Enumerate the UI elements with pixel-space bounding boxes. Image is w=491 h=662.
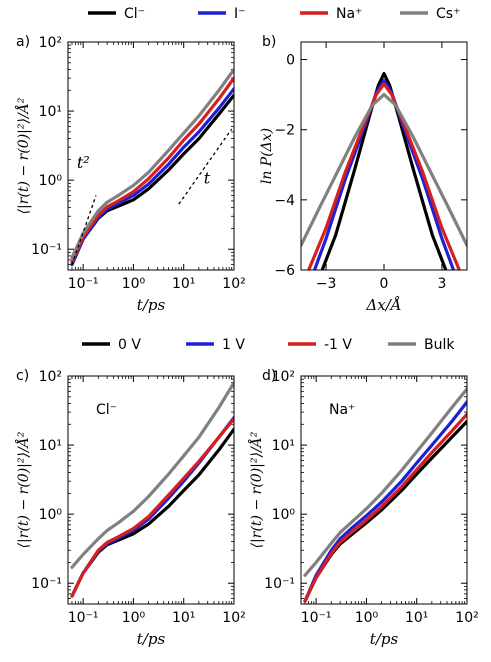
y-tick-label: 10⁰: [39, 173, 63, 189]
legend-label-3: Bulk: [424, 337, 455, 353]
y-axis-label: ⟨|r(t) − r(0)|²⟩/Å²: [247, 431, 265, 548]
series-line-2: [307, 82, 461, 270]
panel-label: b): [262, 34, 276, 50]
x-tick-label: 10⁰: [122, 610, 146, 626]
series-line-0: [320, 72, 448, 270]
legend-label-1: I⁻: [234, 6, 246, 22]
series-group: [303, 387, 467, 603]
y-tick-label: 10⁻¹: [31, 242, 62, 258]
x-tick-label: 3: [437, 276, 446, 292]
series-line-3: [70, 381, 234, 569]
x-axis-label: t/ps: [137, 630, 166, 648]
x-tick-label: 10⁰: [355, 610, 379, 626]
y-tick-label: 0: [286, 53, 295, 69]
y-axis-label: ⟨|r(t) − r(0)|²⟩/Å²: [14, 431, 32, 548]
x-tick-label: 10⁻¹: [301, 610, 332, 626]
y-tick-label: 10²: [39, 35, 62, 51]
series-line-1: [70, 416, 234, 598]
annotation-t2: t²: [77, 153, 90, 172]
guide-line-0: [71, 195, 97, 265]
y-tick-label: −2: [274, 123, 295, 139]
guide-line-1: [178, 128, 233, 205]
y-axis-label: ⟨|r(t) − r(0)|²⟩/Å²: [14, 97, 32, 214]
legend-middle: 0 V 1 V -1 V Bulk: [82, 337, 455, 353]
x-tick-label: 10¹: [172, 276, 195, 292]
legend-top: Cl⁻ I⁻ Na⁺ Cs⁺: [88, 6, 460, 22]
series-group: [301, 72, 467, 270]
ticks: 10⁻¹ 10⁰ 10¹ 10² 10⁻¹ 10⁰ 10¹ 10²: [31, 369, 246, 626]
annotation-t: t: [204, 168, 211, 187]
panel-d: d) 10⁻¹ 10⁰ 10¹ 10² 10⁻¹ 10⁰ 10¹ 10² Na⁺ t/ps ⟨|r(t…: [247, 368, 479, 648]
x-axis-label: t/ps: [370, 630, 399, 648]
series-line-2: [303, 412, 467, 603]
axes-frame: [300, 41, 468, 271]
x-tick-label: 10¹: [405, 610, 428, 626]
legend-label-2: -1 V: [324, 337, 352, 353]
y-tick-label: 10⁰: [272, 507, 296, 523]
legend-label-1: 1 V: [222, 337, 245, 353]
x-tick-label: 10⁻¹: [68, 276, 99, 292]
panel-c: c) 10⁻¹ 10⁰ 10¹ 10² 10⁻¹ 10⁰ 10¹ 10² Cl⁻ t/ps ⟨|r(t…: [14, 368, 246, 648]
panel-a: a) 10⁻¹ 10⁰ 10¹ 10² 10⁻¹ 10⁰ 10¹ 10² t² t t/ps ⟨|r(t…: [14, 34, 246, 314]
axes-frame: [300, 375, 468, 605]
y-tick-label: −6: [274, 263, 295, 279]
y-tick-label: 10¹: [39, 104, 62, 120]
axes-frame: [67, 375, 235, 605]
y-tick-label: 10²: [272, 369, 295, 385]
y-tick-label: 10¹: [272, 438, 295, 454]
series-line-3: [303, 387, 467, 577]
legend-label-0: 0 V: [118, 337, 141, 353]
x-tick-label: 10²: [455, 610, 478, 626]
panel-ion-label: Cl⁻: [96, 402, 117, 418]
series-line-3: [301, 93, 467, 247]
x-tick-label: −3: [316, 276, 337, 292]
y-tick-label: −4: [274, 193, 295, 209]
ticks: −3 0 3 −6 −4 −2 0: [274, 42, 467, 292]
x-tick-label: 10⁻¹: [68, 610, 99, 626]
legend-label-3: Cs⁺: [436, 6, 460, 22]
panel-b: b) −3 0 3 −6 −4 −2 0 Δx/Å ln P(Δx): [259, 34, 468, 314]
y-tick-label: 10¹: [39, 438, 62, 454]
series-line-2: [70, 417, 234, 598]
x-tick-label: 10⁰: [122, 276, 146, 292]
y-tick-label: 10⁻¹: [31, 576, 62, 592]
panel-ion-label: Na⁺: [329, 402, 355, 418]
series-line-3: [70, 67, 234, 260]
series-group: [70, 381, 234, 598]
y-tick-label: 10⁻¹: [264, 576, 295, 592]
legend-label-2: Na⁺: [336, 6, 362, 22]
y-axis-label: ln P(Δx): [259, 128, 275, 184]
series-group: [70, 67, 234, 267]
y-tick-label: 10⁰: [39, 507, 63, 523]
series-line-0: [303, 419, 467, 603]
panel-label: d): [262, 368, 276, 384]
x-axis-label: t/ps: [137, 296, 166, 314]
legend-label-0: Cl⁻: [124, 6, 145, 22]
ticks: 10⁻¹ 10⁰ 10¹ 10² 10⁻¹ 10⁰ 10¹ 10²: [31, 35, 246, 292]
series-line-2: [70, 76, 234, 264]
panel-label: c): [16, 368, 29, 384]
x-tick-label: 10¹: [172, 610, 195, 626]
x-tick-label: 10²: [222, 610, 245, 626]
y-tick-label: 10²: [39, 369, 62, 385]
ticks: 10⁻¹ 10⁰ 10¹ 10² 10⁻¹ 10⁰ 10¹ 10²: [264, 369, 479, 626]
x-tick-label: 0: [380, 276, 389, 292]
x-axis-label: Δx/Å: [365, 296, 401, 314]
series-line-1: [312, 79, 456, 270]
x-tick-label: 10²: [222, 276, 245, 292]
axes-frame: [67, 41, 235, 271]
panel-label: a): [16, 34, 30, 50]
